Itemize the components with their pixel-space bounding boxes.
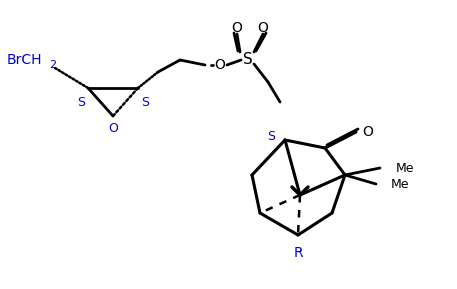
Text: O: O [108,123,118,136]
Text: S: S [141,95,149,108]
Text: O: O [362,125,373,139]
Text: S: S [77,95,85,108]
Text: R: R [293,246,303,260]
Text: S: S [267,129,275,142]
Text: 2: 2 [49,60,56,70]
Text: O: O [215,58,225,72]
Text: O: O [232,21,242,35]
Text: Me: Me [396,162,414,175]
Text: Me: Me [391,177,409,190]
Text: O: O [258,21,268,35]
Text: BrCH: BrCH [7,53,43,67]
Text: S: S [243,53,253,68]
